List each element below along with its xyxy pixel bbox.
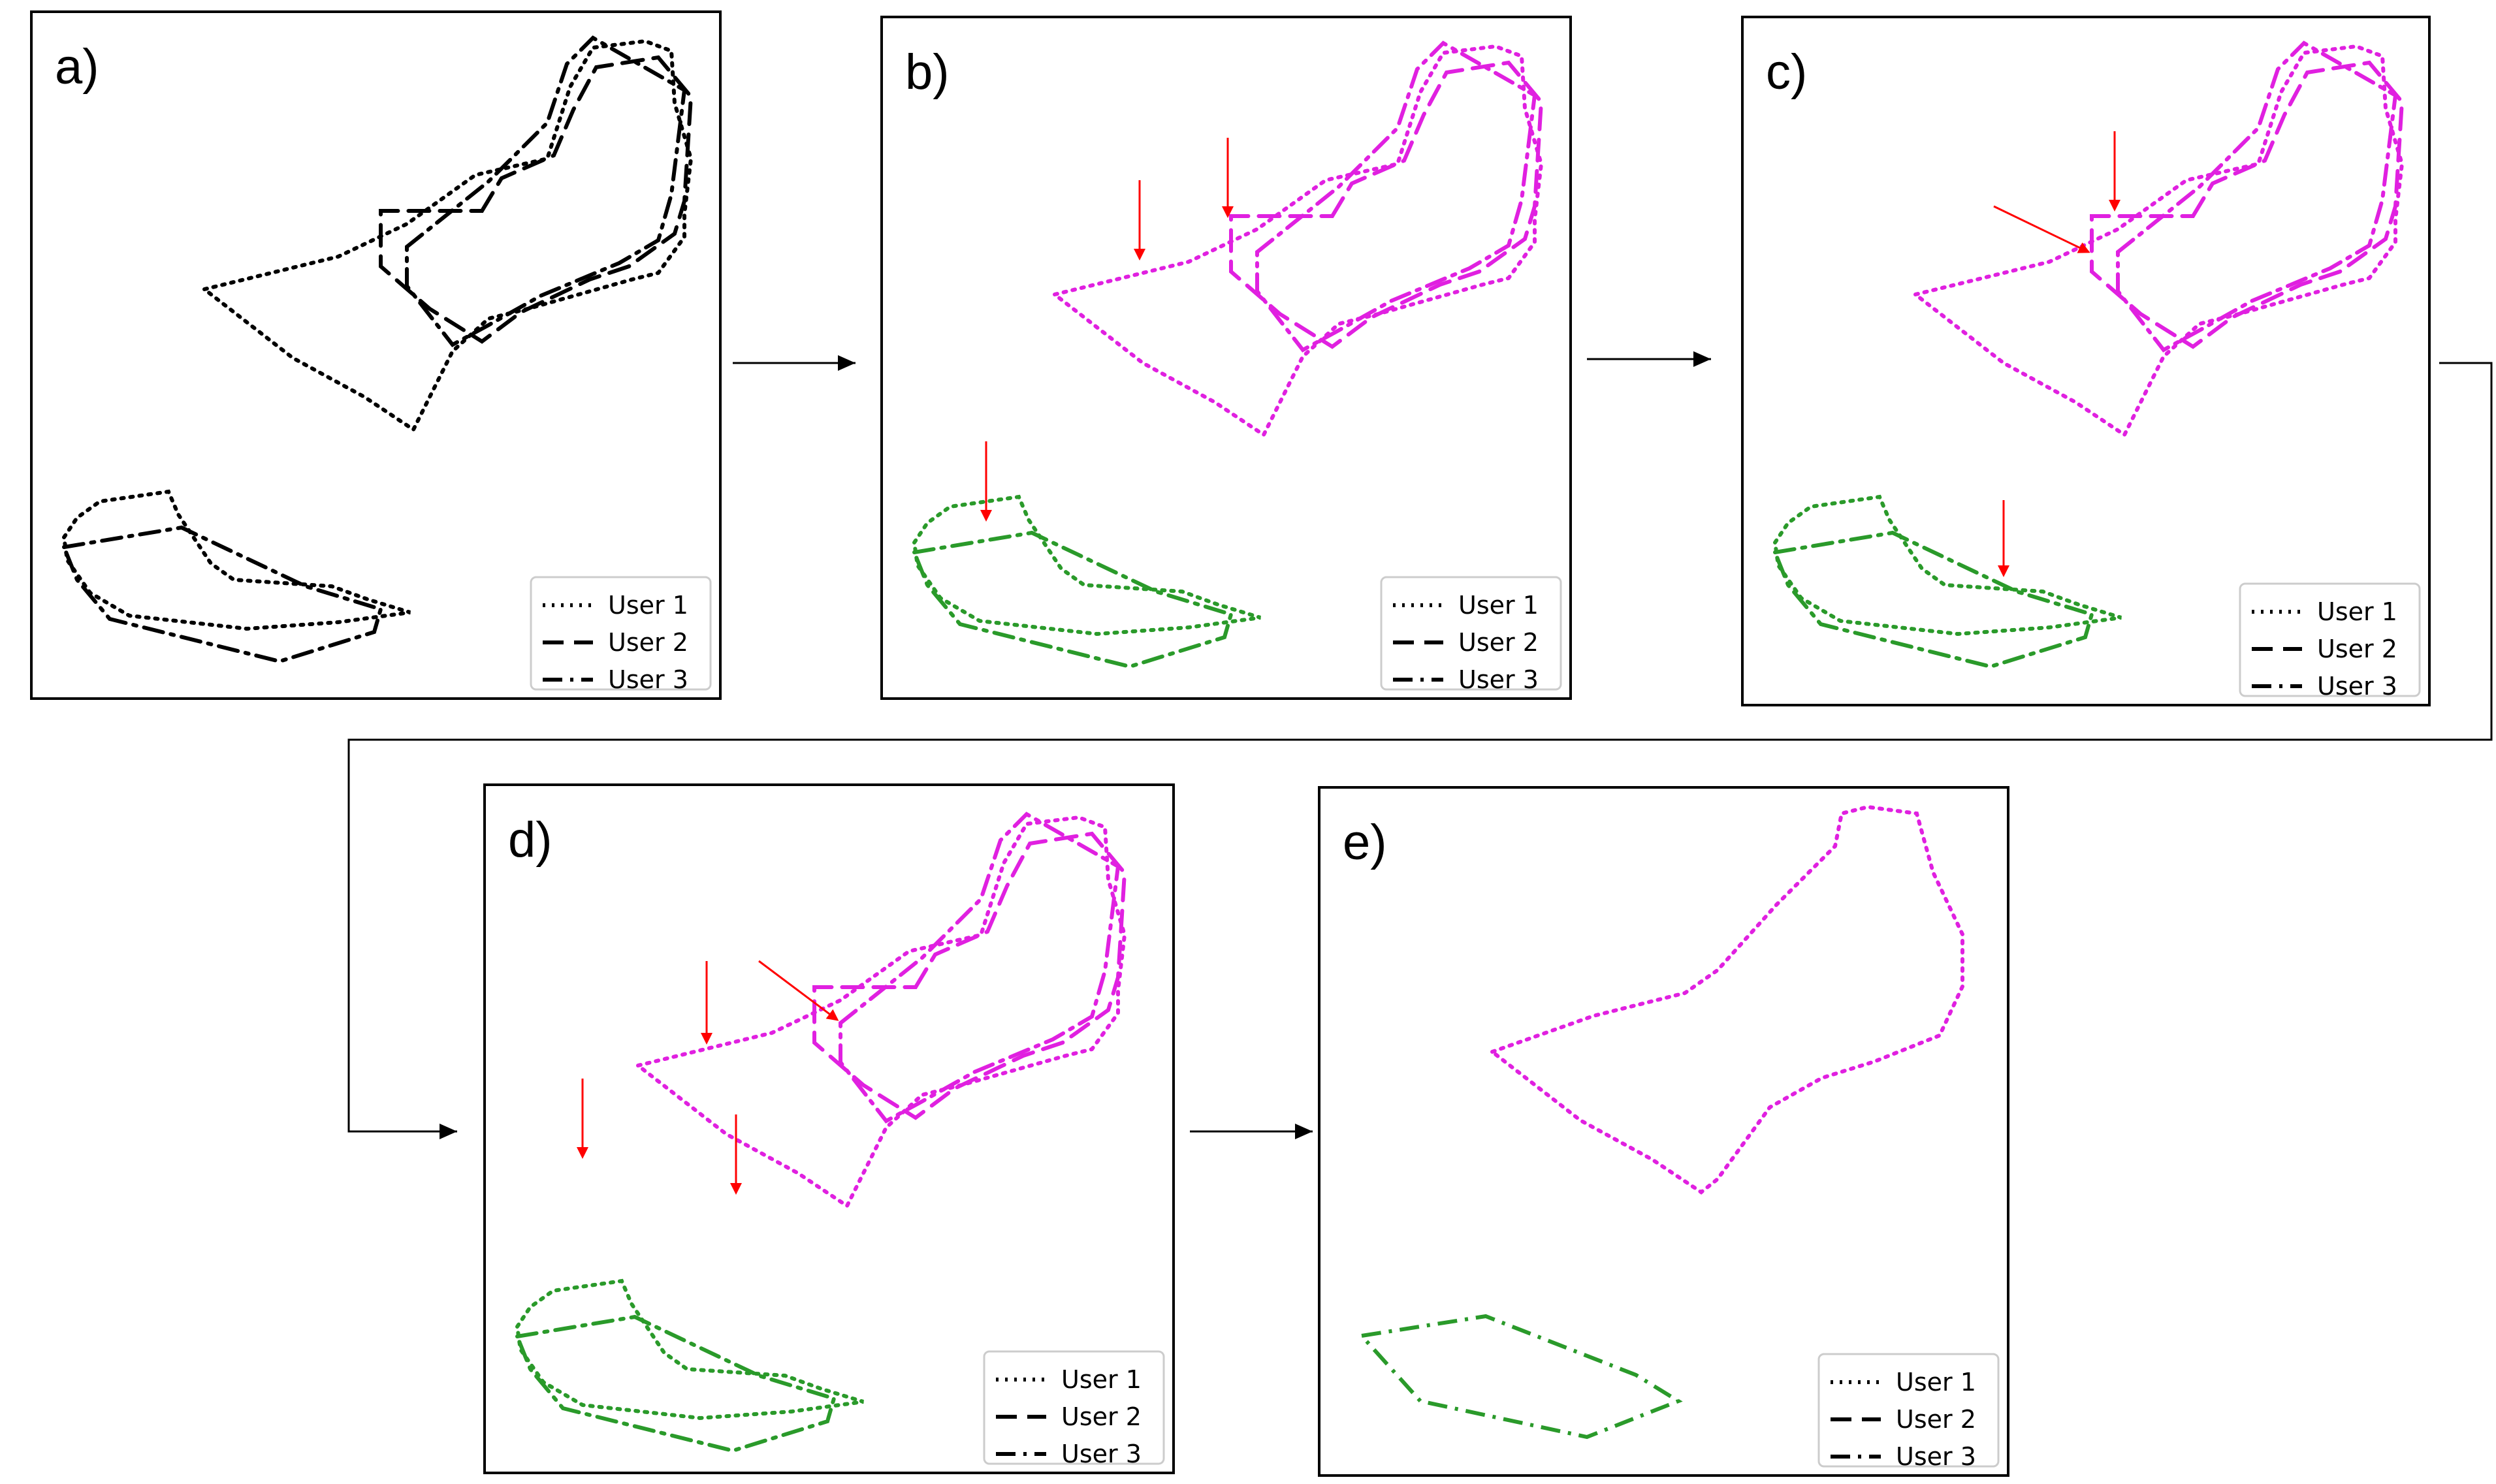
outline-lower-dashdot xyxy=(911,530,1234,669)
legend-label: User 1 xyxy=(1458,591,1539,620)
panel-b: b) User 1 User 2 User 3 xyxy=(880,16,1572,700)
panel-d: d) User 1 User 2 User 3 xyxy=(483,783,1175,1474)
correction-arrow xyxy=(1993,205,2090,253)
outline-upper-dashdot xyxy=(839,812,1121,1124)
legend-label: User 3 xyxy=(1458,665,1539,694)
legend-label: User 2 xyxy=(1061,1402,1142,1431)
legend: User 1 User 2 User 3 xyxy=(1380,576,1562,694)
correction-arrow xyxy=(758,960,839,1021)
panel-label: a) xyxy=(55,39,99,95)
legend-label: User 2 xyxy=(1896,1405,1976,1434)
outline-upper-dashdot xyxy=(405,35,687,347)
legend-box xyxy=(530,576,712,691)
legend-label: User 1 xyxy=(1061,1365,1142,1394)
flow-arrows xyxy=(347,351,2493,1139)
legend-label: User 2 xyxy=(1458,628,1539,657)
outline-lower-dashdot xyxy=(61,525,383,664)
annotation-outlines xyxy=(1358,804,1964,1440)
final-outline-lower xyxy=(1358,1314,1683,1440)
legend-label: User 1 xyxy=(2317,597,2397,626)
legend-label: User 3 xyxy=(1896,1442,1976,1471)
outline-upper-dashdot xyxy=(2116,40,2398,353)
legend-box xyxy=(2239,582,2421,697)
panel-label: b) xyxy=(905,44,950,100)
legend-box xyxy=(1380,576,1562,691)
final-outline-upper xyxy=(1488,804,1964,1195)
legend-label: User 1 xyxy=(1896,1368,1976,1397)
flow-arrow-c-d xyxy=(347,362,2493,1139)
legend: User 1 User 2 User 3 xyxy=(2239,582,2421,701)
annotation-outlines xyxy=(911,40,1544,669)
outline-lower-dotted xyxy=(1772,494,2122,637)
legend-label: User 3 xyxy=(1061,1440,1142,1468)
annotation-outlines xyxy=(61,35,694,664)
legend-box xyxy=(983,1350,1165,1465)
legend: User 1 User 2 User 3 xyxy=(530,576,712,694)
outline-lower-dashdot xyxy=(1772,530,2094,669)
legend-box xyxy=(1817,1353,2000,1468)
annotation-outlines xyxy=(1772,40,2405,669)
panel-label: e) xyxy=(1343,815,1387,870)
panel-label: c) xyxy=(1766,44,1807,100)
panel-c: c) User 1 User 2 User 3 xyxy=(1741,16,2431,706)
panel-e: e) User 1 User 2 User 3 xyxy=(1318,786,2009,1477)
panel-a: a) User 1 User 2 User 3 xyxy=(30,10,722,700)
legend-label: User 3 xyxy=(608,665,688,694)
legend: User 1 User 2 User 3 xyxy=(1817,1353,2000,1471)
outline-upper-dashdot xyxy=(1255,40,1537,353)
panel-label: d) xyxy=(508,812,552,868)
legend-label: User 2 xyxy=(608,628,688,657)
outline-lower-dashdot xyxy=(514,1314,837,1453)
legend-label: User 1 xyxy=(608,591,688,620)
outline-lower-dotted xyxy=(61,489,411,631)
legend-label: User 3 xyxy=(2317,672,2397,701)
annotation-outlines xyxy=(514,812,1127,1453)
outline-lower-dotted xyxy=(515,1278,864,1421)
legend: User 1 User 2 User 3 xyxy=(983,1350,1165,1468)
outline-lower-dotted xyxy=(912,494,1261,637)
legend-label: User 2 xyxy=(2317,635,2397,663)
